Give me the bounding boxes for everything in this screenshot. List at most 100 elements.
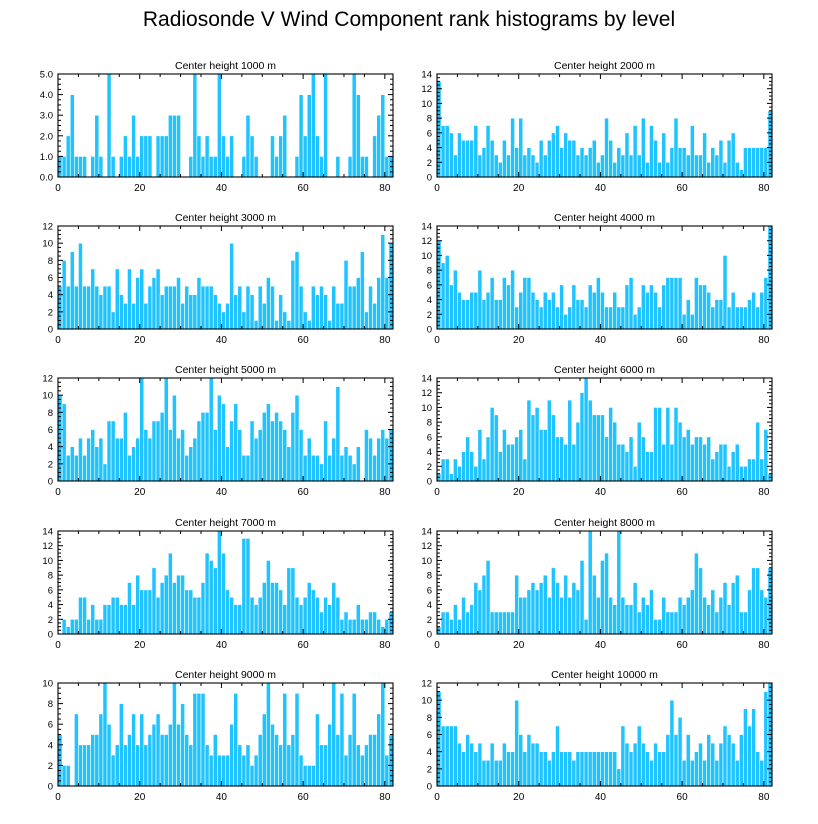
- histogram-bar: [649, 759, 654, 787]
- histogram-bar: [61, 403, 67, 482]
- histogram-bar: [315, 294, 320, 330]
- panel-title: Center height 9000 m: [175, 669, 276, 681]
- histogram-bar: [547, 759, 552, 787]
- histogram-bar: [82, 744, 87, 787]
- histogram-bar: [583, 618, 589, 635]
- histogram-bar: [225, 446, 230, 482]
- histogram-bar: [315, 135, 320, 178]
- histogram-bar: [245, 285, 251, 330]
- histogram-bar: [69, 446, 75, 482]
- histogram-bar: [98, 618, 104, 635]
- histogram-bar: [302, 135, 308, 178]
- histogram-bar: [168, 429, 173, 482]
- y-tick-label: 10: [421, 556, 432, 567]
- histogram-bar: [335, 302, 341, 330]
- histogram-bar: [677, 421, 683, 482]
- histogram-bar: [461, 299, 466, 330]
- x-tick-label: 0: [434, 792, 440, 803]
- y-tick-label: 10: [42, 239, 53, 250]
- histogram-bar: [61, 765, 67, 787]
- panel-title: Center height 7000 m: [175, 517, 276, 529]
- histogram-bar: [763, 596, 769, 635]
- histogram-bar: [669, 277, 675, 330]
- histogram-bar: [755, 147, 761, 178]
- histogram-bar: [763, 691, 769, 787]
- histogram-bar: [143, 589, 149, 635]
- histogram-bar: [172, 582, 177, 635]
- histogram-bar: [196, 135, 202, 178]
- x-tick-label: 20: [513, 335, 525, 346]
- histogram-bar: [376, 114, 382, 178]
- histogram-bar: [155, 268, 161, 330]
- histogram-bar: [469, 451, 475, 482]
- histogram-bar: [559, 751, 564, 787]
- histogram-bar: [147, 589, 153, 635]
- histogram-bar: [290, 412, 296, 482]
- histogram-bar: [123, 412, 128, 482]
- y-tick-label: 14: [421, 374, 432, 385]
- histogram-bar: [94, 618, 100, 635]
- histogram-bar: [542, 751, 548, 787]
- histogram-bar: [204, 744, 210, 787]
- histogram-bar: [212, 429, 218, 482]
- histogram-bar: [555, 125, 560, 178]
- histogram-bar: [694, 154, 699, 178]
- histogram-bar: [710, 458, 716, 482]
- y-tick-label: 2: [48, 761, 53, 772]
- histogram-bar: [612, 751, 618, 787]
- histogram-bar: [526, 147, 532, 178]
- histogram-bar: [689, 443, 695, 482]
- histogram-bar: [461, 139, 466, 178]
- histogram-bar: [143, 135, 149, 178]
- histogram-bar: [163, 377, 169, 482]
- y-tick-label: 4: [48, 290, 53, 301]
- histogram-bar: [681, 759, 687, 787]
- y-tick-label: 6: [48, 273, 53, 284]
- histogram-bar: [489, 611, 495, 635]
- histogram-bar: [547, 139, 552, 178]
- y-tick-label: 0: [427, 477, 432, 488]
- histogram-bar: [360, 618, 365, 635]
- histogram-bar: [636, 725, 642, 787]
- histogram-bar: [698, 567, 703, 635]
- histogram-bar: [335, 156, 341, 178]
- histogram-bar: [241, 754, 247, 787]
- histogram-bar: [135, 744, 141, 787]
- histogram-bar: [278, 589, 283, 635]
- histogram-bar: [123, 135, 128, 178]
- histogram-bar: [306, 437, 312, 482]
- x-tick-label: 40: [216, 792, 228, 803]
- histogram-bar: [645, 604, 650, 635]
- histogram-bar: [506, 154, 511, 178]
- histogram-bar: [74, 618, 79, 635]
- histogram-bar: [522, 277, 528, 330]
- histogram-bar: [685, 429, 691, 482]
- histogram-bar: [360, 251, 365, 330]
- histogram-bar: [184, 454, 190, 482]
- histogram-bar: [118, 437, 124, 482]
- histogram-bar: [127, 582, 132, 635]
- histogram-bar: [106, 420, 112, 482]
- histogram-bar: [163, 734, 169, 787]
- histogram-bar: [506, 443, 511, 482]
- histogram-bar: [319, 744, 324, 787]
- histogram-bar: [530, 742, 536, 787]
- histogram-bar: [547, 299, 552, 330]
- histogram-bar: [739, 734, 744, 787]
- y-tick-label: 14: [421, 527, 432, 538]
- histogram-bar: [310, 589, 316, 635]
- histogram-bar: [147, 135, 153, 178]
- histogram-bar: [102, 682, 108, 787]
- histogram-bar: [118, 294, 124, 330]
- histogram-bar: [440, 611, 446, 635]
- histogram-bar: [221, 754, 226, 787]
- histogram-bar: [673, 277, 679, 330]
- histogram-bar: [510, 269, 515, 330]
- histogram-panel-6: Center height 6000 m 0 20 40 60 80 0 2 4 6 8 10 12 14: [421, 364, 773, 498]
- histogram-bar: [94, 285, 100, 330]
- y-tick-label: 8: [427, 266, 432, 277]
- histogram-bar: [176, 114, 181, 178]
- histogram-bar: [444, 458, 450, 482]
- histogram-bar: [278, 135, 283, 178]
